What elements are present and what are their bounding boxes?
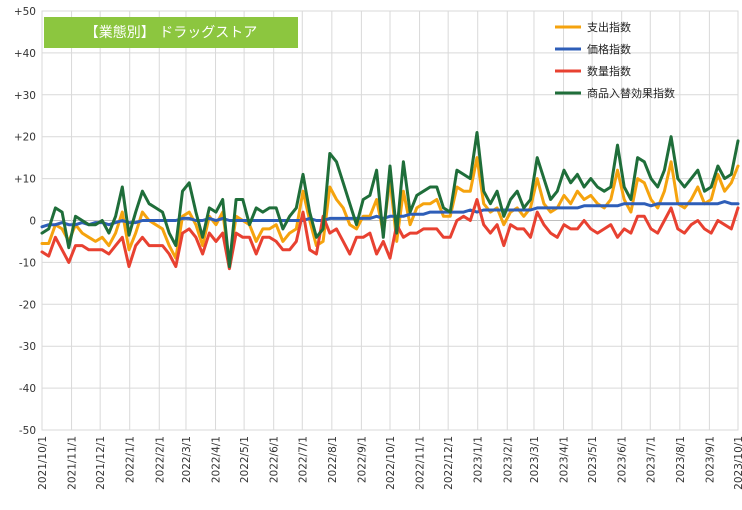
x-tick-label: 2023/3/1: [529, 436, 541, 483]
legend-label: 商品入替効果指数: [587, 86, 675, 100]
x-axis-ticks: 2021/10/1 2021/11/1 2021/12/1 2022/1/1 2022/…: [37, 436, 742, 490]
series-lines: [40, 131, 740, 271]
x-tick-label: 2022/1/1: [125, 436, 137, 483]
y-tick-label: +10: [14, 174, 36, 186]
x-tick-label: 2023/9/1: [704, 436, 716, 483]
legend-label: 数量指数: [587, 64, 631, 78]
series-line: [40, 131, 740, 269]
y-tick-label: +50: [14, 6, 36, 18]
y-tick-label: +20: [14, 132, 36, 144]
x-tick-label: 2021/10/1: [37, 436, 49, 490]
series-line: [40, 198, 740, 271]
x-tick-label: 2023/1/1: [473, 436, 485, 483]
y-axis-ticks: +50 +40 +30 +20 +10 0 -10 -20 -30 -40 -50: [14, 6, 36, 437]
x-tick-label: 2022/12/1: [443, 436, 455, 490]
x-tick-label: 2022/2/1: [154, 436, 166, 483]
x-tick-label: 2022/3/1: [181, 436, 193, 483]
legend-label: 価格指数: [587, 42, 631, 56]
x-tick-label: 2021/12/1: [95, 436, 107, 490]
y-tick-label: +40: [14, 48, 36, 60]
legend-label: 支出指数: [587, 20, 631, 34]
x-tick-label: 2022/10/1: [385, 436, 397, 490]
y-tick-label: -30: [19, 341, 36, 353]
chart-title: 【業態別】 ドラッグストア: [85, 25, 257, 41]
y-tick-label: -50: [19, 425, 36, 437]
x-tick-label: 2021/11/1: [67, 436, 79, 490]
x-tick-label: 2022/5/1: [239, 436, 251, 483]
x-tick-label: 2023/4/1: [559, 436, 571, 483]
x-tick-label: 2022/8/1: [327, 436, 339, 483]
x-tick-label: 2023/7/1: [645, 436, 657, 483]
y-tick-label: +30: [14, 90, 36, 102]
x-tick-label: 2022/6/1: [269, 436, 281, 483]
x-tick-label: 2022/4/1: [211, 436, 223, 483]
x-tick-label: 2023/2/1: [502, 436, 514, 483]
plot-area-border: [41, 10, 739, 431]
y-tick-label: -40: [19, 383, 36, 395]
y-tick-label: 0: [29, 216, 36, 228]
x-tick-label: 2023/5/1: [587, 436, 599, 483]
chart-title-box: 【業態別】 ドラッグストア: [44, 17, 298, 48]
x-tick-label: 2022/9/1: [356, 436, 368, 483]
x-tick-label: 2023/6/1: [617, 436, 629, 483]
x-tick-label: 2022/11/1: [415, 436, 427, 490]
x-tick-label: 2023/10/1: [733, 436, 742, 490]
chart-title-background: [44, 17, 298, 48]
y-tick-label: -20: [19, 299, 36, 311]
y-tick-label: -10: [19, 257, 36, 269]
series-line: [40, 200, 740, 229]
x-tick-label: 2022/7/1: [297, 436, 309, 483]
x-tick-label: 2023/8/1: [675, 436, 687, 483]
